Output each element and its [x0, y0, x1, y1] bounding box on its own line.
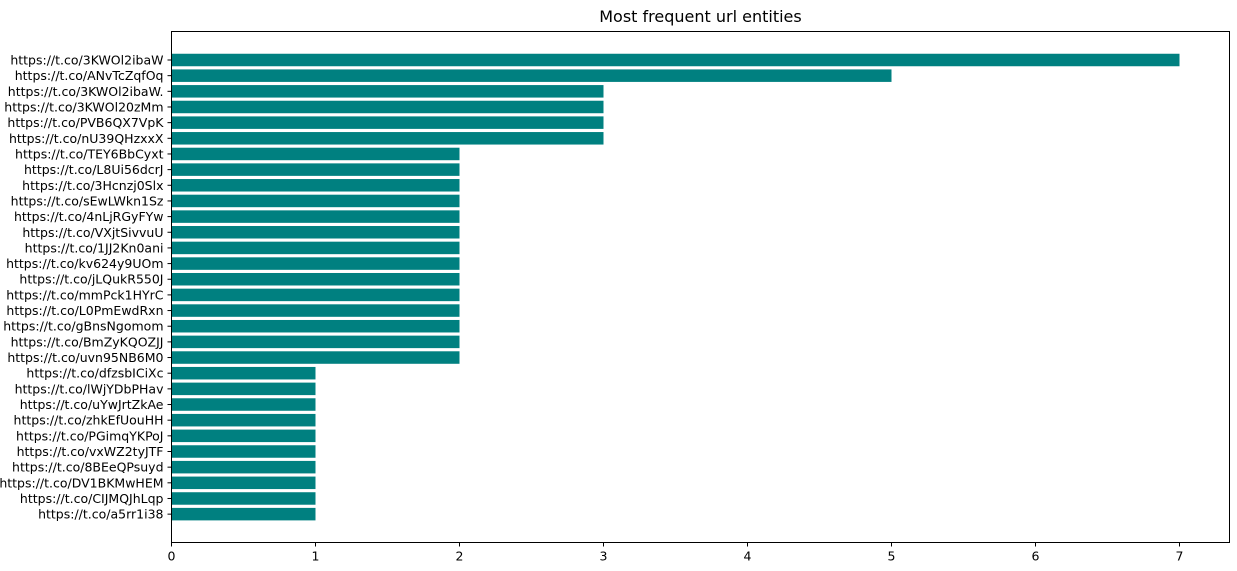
bar	[171, 335, 460, 349]
y-tick-label: https://t.co/uYwJrtZkAe	[20, 397, 164, 412]
y-tick-label: https://t.co/uvn95NB6M0	[7, 350, 163, 365]
bar	[171, 460, 316, 474]
y-tick-label: https://t.co/8BEeQPsuyd	[12, 460, 163, 475]
bar	[171, 257, 460, 270]
y-tick-label: https://t.co/kv624y9UOm	[6, 256, 163, 271]
y-axis-ticks: https://t.co/3KWOl2ibaWhttps://t.co/ANvT…	[0, 53, 172, 522]
y-tick-label: https://t.co/3KWOl20zMm	[4, 99, 163, 114]
y-tick-label: https://t.co/TEY6BbCyxt	[15, 146, 164, 161]
y-tick-label: https://t.co/sEwLWkn1Sz	[11, 193, 164, 208]
bar	[171, 445, 316, 458]
y-tick-label: https://t.co/dfzsbICiXc	[26, 366, 163, 381]
bar	[171, 398, 316, 411]
bar	[171, 100, 604, 114]
x-tick-label: 2	[456, 549, 464, 564]
x-tick-label: 5	[888, 549, 896, 564]
y-tick-label: https://t.co/jLQukR550J	[19, 272, 163, 287]
bar	[171, 366, 316, 380]
bar	[171, 272, 460, 286]
bar	[171, 147, 460, 161]
x-tick-label: 3	[600, 549, 608, 564]
bar	[171, 304, 460, 317]
bar	[171, 69, 892, 82]
bar	[171, 132, 604, 145]
y-tick-label: https://t.co/nU39QHzxxX	[9, 131, 164, 146]
y-tick-label: https://t.co/PVB6QX7VpK	[7, 115, 164, 130]
chart-title: Most frequent url entities	[599, 7, 801, 26]
bar	[171, 476, 316, 490]
bar	[171, 319, 460, 333]
y-tick-label: https://t.co/4nLjRGyFYw	[14, 209, 164, 224]
bar	[171, 241, 460, 255]
bar	[171, 492, 316, 505]
bar	[171, 116, 604, 129]
y-tick-label: https://t.co/ANvTcZqfOq	[15, 68, 164, 83]
x-axis-ticks: 0 1 2 3 4 5 6 7	[168, 542, 1184, 564]
y-tick-label: https://t.co/PGimqYKPoJ	[16, 428, 163, 443]
y-tick-label: https://t.co/VXjtSivvuU	[22, 225, 163, 240]
y-tick-label: https://t.co/3KWOl2ibaW.	[8, 84, 164, 99]
x-tick-label: 0	[168, 549, 176, 564]
bar	[171, 85, 604, 98]
y-tick-label: https://t.co/vxWZ2tyJTF	[17, 444, 164, 459]
y-tick-label: https://t.co/BmZyKQOZJJ	[11, 334, 164, 349]
plot-frame	[171, 31, 1230, 543]
bar	[171, 413, 316, 427]
bar	[171, 351, 460, 364]
bar	[171, 53, 1180, 67]
y-tick-label: https://t.co/a5rr1i38	[38, 507, 163, 522]
bar	[171, 382, 316, 396]
x-tick-label: 4	[744, 549, 752, 564]
y-tick-label: https://t.co/L0PmEwdRxn	[6, 303, 163, 318]
y-tick-label: https://t.co/1JJ2Kn0ani	[25, 240, 164, 255]
y-tick-label: https://t.co/mmPck1HYrC	[6, 287, 164, 302]
y-tick-label: https://t.co/CIJMQJhLqp	[20, 491, 164, 506]
y-tick-label: https://t.co/L8Ui56dcrJ	[24, 162, 164, 177]
bars-layer	[171, 53, 1180, 521]
bar	[171, 226, 460, 239]
y-tick-label: https://t.co/zhkEfUouHH	[14, 413, 164, 428]
y-tick-label: https://t.co/3KWOl2ibaW	[10, 53, 163, 68]
y-tick-label: https://t.co/lWjYDbPHav	[15, 381, 165, 396]
y-tick-label: https://t.co/DV1BKMwHEM	[0, 475, 164, 490]
bar	[171, 179, 460, 192]
bar	[171, 429, 316, 443]
bar	[171, 288, 460, 302]
x-tick-label: 1	[312, 549, 320, 564]
bar	[171, 194, 460, 208]
y-tick-label: https://t.co/gBnsNgomom	[3, 319, 163, 334]
bar	[171, 210, 460, 223]
x-tick-label: 7	[1176, 549, 1184, 564]
y-tick-label: https://t.co/3Hcnzj0Slx	[22, 178, 163, 193]
bar	[171, 507, 316, 521]
x-tick-label: 6	[1032, 549, 1040, 564]
bar	[171, 163, 460, 176]
